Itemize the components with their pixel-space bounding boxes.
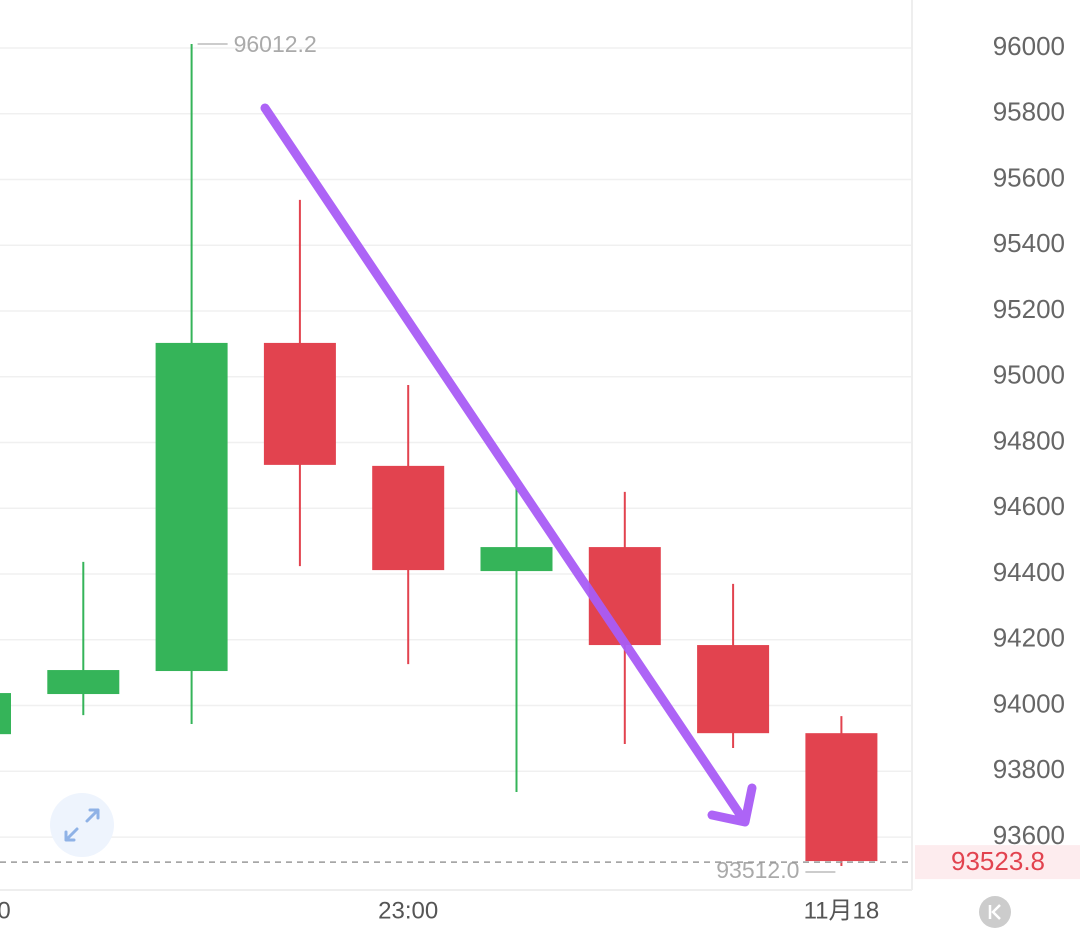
grid — [0, 47, 912, 838]
candle-body — [805, 733, 878, 862]
y-tick-label: 94800 — [993, 425, 1065, 455]
expand-button[interactable] — [50, 793, 114, 857]
last-price-label: 93523.8 — [951, 846, 1045, 876]
y-tick-label: 93800 — [993, 754, 1065, 784]
x-tick-label: 11月18 — [804, 897, 880, 924]
candle-body — [155, 342, 228, 672]
y-tick-label: 94000 — [993, 688, 1065, 718]
y-tick-label: 95400 — [993, 228, 1065, 258]
y-tick-label: 94400 — [993, 557, 1065, 587]
y-tick-label: 94600 — [993, 491, 1065, 521]
candles — [0, 43, 878, 866]
candle-body — [588, 547, 661, 646]
low-label: 93512.0 — [716, 857, 799, 883]
candle-body — [372, 465, 445, 571]
y-tick-label: 96000 — [993, 31, 1065, 61]
candle-body — [480, 547, 553, 572]
expand-icon — [64, 808, 100, 842]
overlay: 93600 93800 94000 94200 94400 94600 94800 95000… — [0, 31, 1080, 924]
candle-body — [47, 670, 120, 695]
y-tick-label: 95000 — [993, 360, 1065, 390]
last-price-box — [915, 845, 1080, 880]
x-tick-label: 0 — [0, 897, 11, 924]
scroll-icon — [988, 904, 1001, 920]
candle-body — [0, 693, 11, 735]
y-tick-label: 95200 — [993, 294, 1065, 324]
candle-body — [697, 645, 770, 734]
y-tick-label: 93600 — [993, 820, 1065, 850]
candle-body — [263, 342, 336, 465]
high-label: 96012.2 — [234, 31, 317, 57]
trend-arrow — [260, 103, 757, 827]
y-tick-label: 95600 — [993, 162, 1065, 192]
y-tick-label: 95800 — [993, 97, 1065, 127]
x-tick-label: 23:00 — [378, 897, 438, 924]
y-tick-label: 94200 — [993, 623, 1065, 653]
scroll-to-end-button[interactable] — [979, 896, 1011, 928]
